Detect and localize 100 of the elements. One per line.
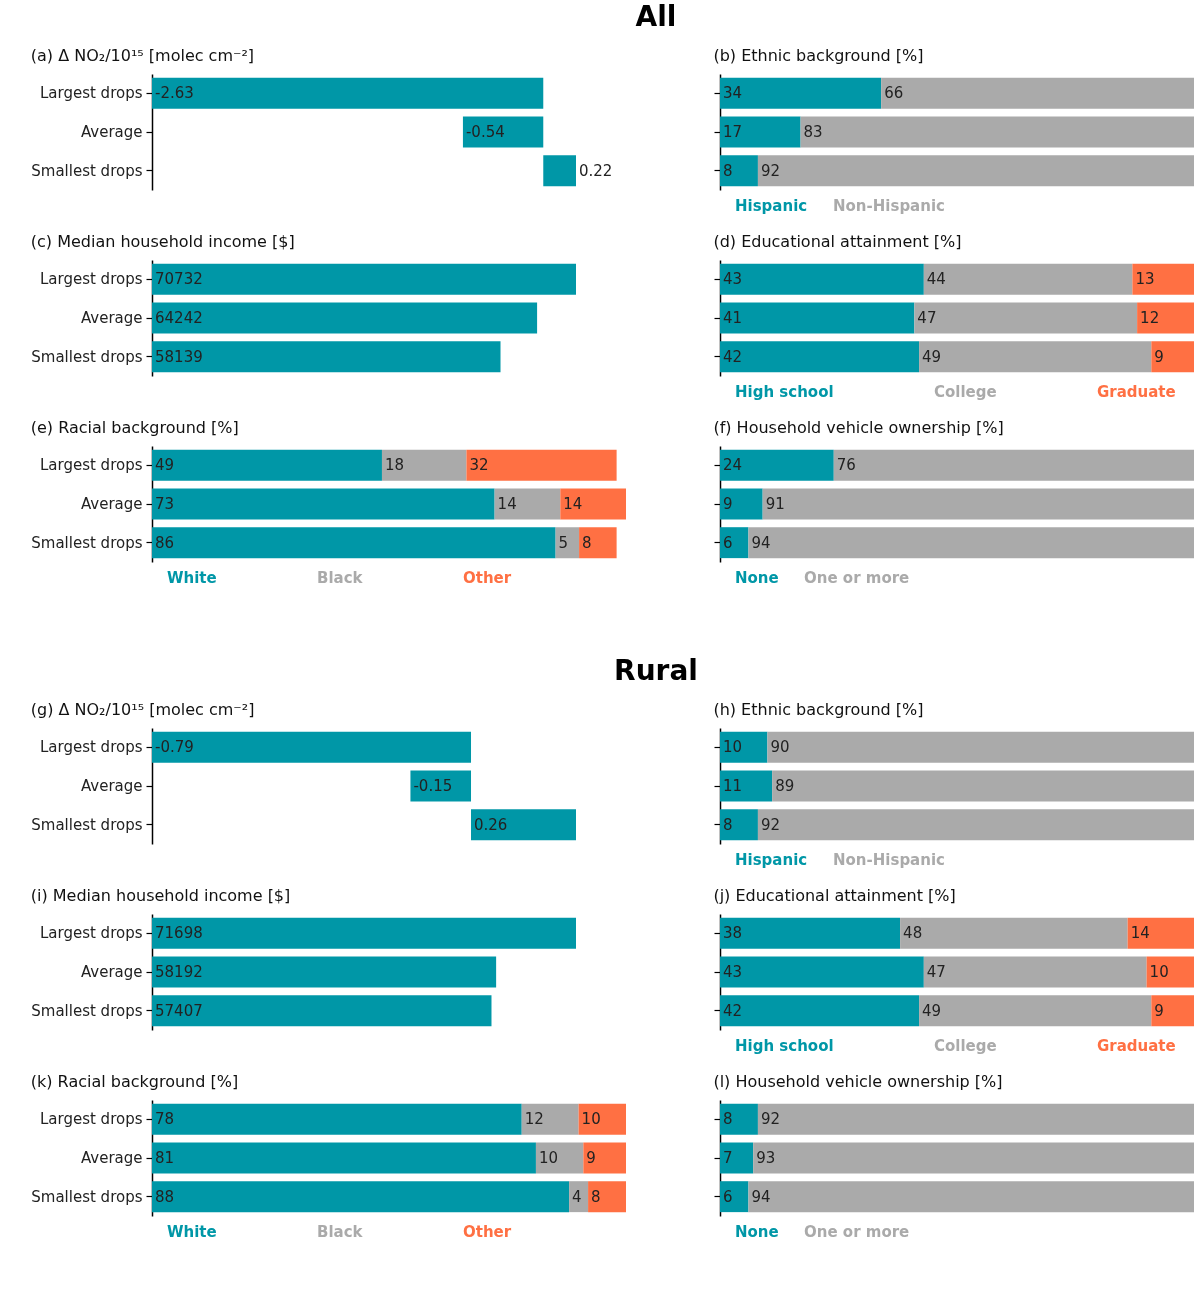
data-label: 58139 (155, 347, 203, 366)
data-label: 6 (723, 1187, 733, 1206)
data-label: 91 (765, 495, 785, 513)
series-label: Graduate (1097, 1036, 1176, 1055)
data-label: -0.54 (465, 123, 505, 141)
bar (757, 1103, 1194, 1135)
bar (720, 956, 924, 988)
chart-title: (g) Δ NO₂/10¹⁵ [molec cm⁻²] (30, 700, 255, 719)
y-tick-label: Smallest drops (31, 161, 143, 180)
data-label: -0.79 (155, 738, 194, 757)
data-label: 92 (760, 1110, 781, 1129)
chart-title: (l) Household vehicle ownership [%] (713, 1072, 1003, 1091)
data-label: 49 (922, 1001, 942, 1020)
bar (720, 341, 920, 373)
bar (757, 809, 1194, 841)
text: Black (317, 568, 364, 587)
data-label: 73 (155, 495, 175, 513)
y-tick-label: Smallest drops (31, 533, 143, 552)
data-label: 9 (723, 495, 733, 513)
data-label: 10 (723, 738, 743, 757)
bar (1127, 917, 1194, 949)
y-tick-label: Largest drops (39, 84, 143, 103)
data-label: 9 (586, 1149, 596, 1167)
data-label: 43 (723, 963, 743, 981)
data-label: 10 (538, 1149, 559, 1167)
data-label: 70732 (155, 270, 203, 289)
data-label: 24 (723, 456, 743, 475)
data-label: 9 (1154, 347, 1164, 366)
bar (152, 488, 495, 520)
data-label: 42 (723, 1001, 743, 1020)
bar (923, 263, 1133, 295)
data-label: 66 (884, 84, 904, 103)
bar (720, 731, 768, 763)
bar (720, 1103, 758, 1135)
bar (881, 77, 1194, 109)
bar (152, 527, 556, 559)
data-label: 8 (723, 1110, 733, 1129)
data-label: 58192 (155, 963, 203, 981)
data-label: 88 (155, 1187, 175, 1206)
data-label: 8 (723, 815, 733, 834)
y-tick-label: Average (80, 123, 143, 141)
data-label: 49 (922, 347, 942, 366)
bar (720, 488, 763, 520)
series-label: Graduate (1097, 382, 1176, 401)
y-tick-label: Smallest drops (31, 1001, 143, 1020)
data-label: 12 (524, 1110, 544, 1129)
series-label: Hispanic (735, 196, 808, 215)
data-label: 14 (497, 495, 517, 513)
y-tick-label: Largest drops (39, 738, 143, 757)
bar (753, 1142, 1194, 1174)
y-tick-label: Average (80, 777, 143, 795)
series-label: One or more (804, 1222, 910, 1241)
data-label: 94 (751, 1187, 771, 1206)
bar (1151, 341, 1194, 373)
data-label: 76 (836, 456, 856, 475)
data-label: 86 (155, 533, 175, 552)
bar (720, 995, 920, 1027)
y-tick-label: Largest drops (39, 456, 143, 475)
data-label: 7 (723, 1149, 733, 1167)
data-label: 93 (756, 1149, 776, 1167)
bar (720, 155, 758, 187)
bar (767, 731, 1194, 763)
data-label: 32 (469, 456, 489, 475)
data-label: 6 (723, 533, 733, 552)
data-label: 4 (572, 1187, 582, 1206)
data-label: 57407 (155, 1001, 203, 1020)
data-label: 47 (926, 963, 946, 981)
data-label: 48 (903, 924, 923, 943)
bar (914, 302, 1138, 334)
series-label: High school (735, 1036, 834, 1055)
y-tick-label: Average (80, 1149, 143, 1167)
data-label: 10 (581, 1110, 601, 1129)
data-label: 5 (558, 533, 569, 552)
chart-title: (k) Racial background [%] (30, 1072, 239, 1091)
bar (720, 77, 882, 109)
bar (720, 116, 801, 148)
data-label: 0.26 (474, 815, 508, 834)
data-label: 44 (926, 270, 946, 289)
bar (583, 1142, 626, 1174)
data-label: 43 (723, 270, 743, 289)
series-label: None (735, 1222, 779, 1241)
data-label: 81 (155, 1149, 175, 1167)
data-label: 90 (770, 738, 790, 757)
text: Rural (614, 654, 698, 687)
data-label: 12 (1140, 309, 1160, 327)
chart-title: (e) Racial background [%] (30, 418, 239, 437)
data-label: 64242 (155, 309, 203, 327)
data-label: 34 (723, 84, 743, 103)
data-label: 92 (760, 161, 781, 180)
y-tick-label: Average (80, 495, 143, 513)
series-label: White (167, 568, 217, 587)
text: Black (317, 1222, 364, 1241)
data-label: 11 (723, 777, 743, 795)
data-label: 83 (803, 123, 823, 141)
data-label: 17 (723, 123, 743, 141)
data-label: 18 (384, 456, 405, 475)
data-label: 49 (155, 456, 175, 475)
data-label: 89 (775, 777, 795, 795)
bar (588, 1181, 626, 1213)
text: Other (463, 568, 512, 587)
